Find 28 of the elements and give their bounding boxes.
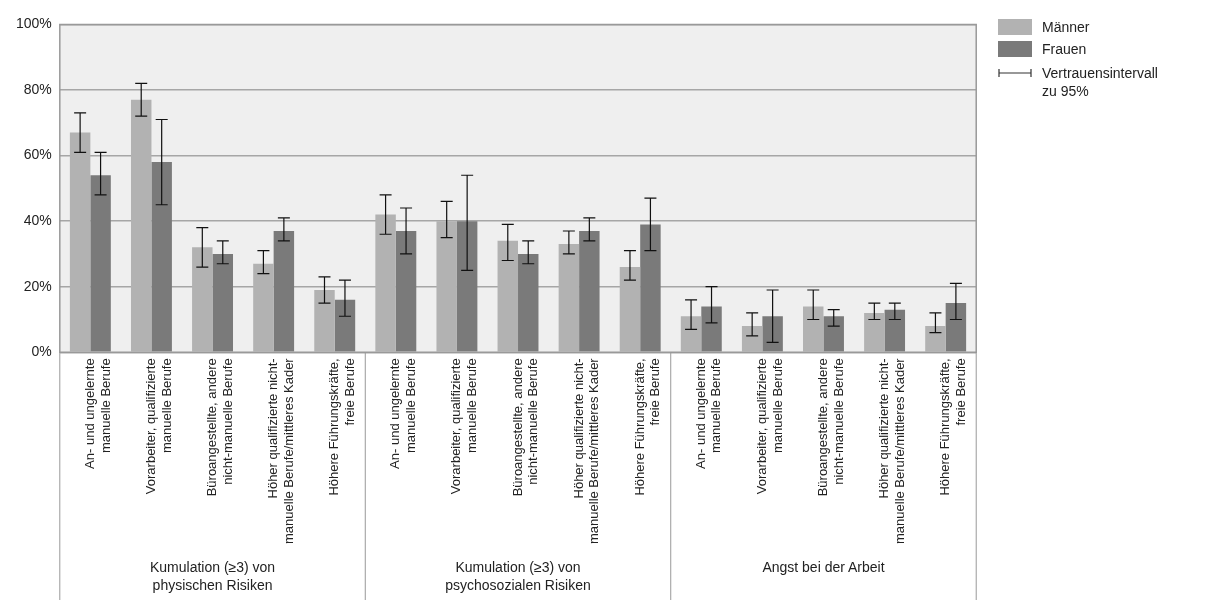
y-tick-label: 60% [23, 146, 52, 163]
text: Kumulation (≥3) von physischen Risiken [149, 559, 276, 593]
bar [90, 175, 111, 352]
bar [151, 162, 172, 352]
text: Vertrauensintervall zu 95% [1042, 64, 1158, 100]
text: Kumulation (≥3) von psychosozialen Risiken [445, 559, 591, 593]
bar [823, 316, 844, 352]
bar [762, 316, 783, 352]
y-tick-label: 40% [23, 212, 52, 228]
text: Angst bei der Arbeit [762, 559, 885, 575]
y-tick-label: 100% [15, 15, 52, 32]
bar [884, 309, 906, 352]
legend-label: Frauen [1042, 41, 1087, 57]
x-tick-label: An- und ungelernte manuelle Berufe [81, 358, 113, 469]
bar [518, 253, 539, 352]
bar [945, 303, 967, 352]
bar [273, 230, 295, 352]
bar [640, 224, 661, 352]
y-tick-label: 80% [23, 80, 52, 97]
y-tick-label: 20% [23, 277, 52, 294]
bar [395, 230, 417, 352]
bar [334, 299, 356, 352]
bar [701, 306, 722, 352]
bar [456, 221, 478, 352]
bar [212, 253, 234, 352]
y-tick-label: 0% [31, 343, 52, 360]
bar [579, 230, 600, 352]
legend-label: Männer [1042, 19, 1090, 35]
